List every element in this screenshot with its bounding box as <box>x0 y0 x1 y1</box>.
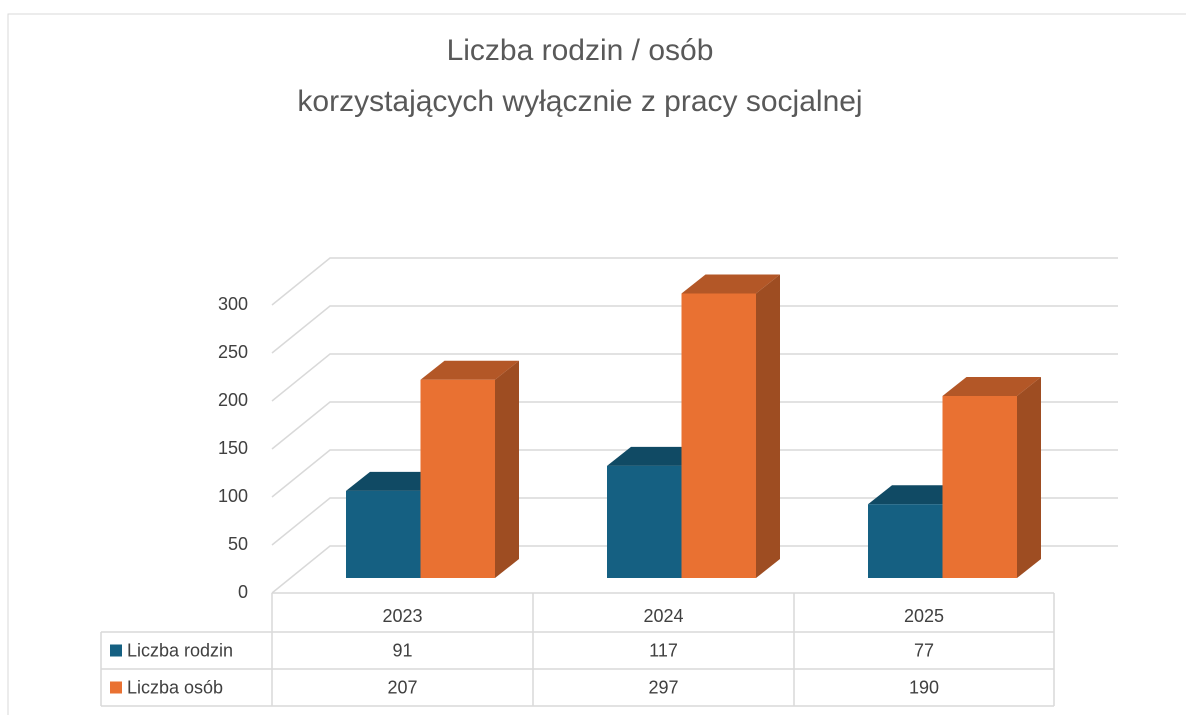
grid-line <box>271 353 1118 402</box>
bar <box>420 360 519 578</box>
bar-front <box>942 395 1017 578</box>
bar-side <box>495 360 519 578</box>
bar-front <box>420 379 495 578</box>
legend-swatch <box>110 681 122 694</box>
bar-top <box>346 471 445 491</box>
chart-title: Liczba rodzin / osób <box>447 34 714 67</box>
bar-front <box>607 465 682 578</box>
grid-line <box>271 449 1118 498</box>
x-tick-label: 2025 <box>904 606 944 626</box>
y-tick-label: 200 <box>218 390 248 410</box>
table-value: 190 <box>909 677 939 697</box>
grid-line <box>271 401 1118 450</box>
grid-line <box>271 497 1118 546</box>
bar <box>942 376 1041 578</box>
table-value: 117 <box>649 640 678 660</box>
table-value: 207 <box>387 677 417 697</box>
x-tick-label: 2023 <box>382 606 422 626</box>
grid-line <box>271 305 1118 354</box>
bar-top <box>681 274 780 294</box>
bar-top <box>868 485 967 505</box>
y-tick-label: 50 <box>228 534 248 554</box>
bar <box>681 274 780 578</box>
chart-border <box>7 13 1186 715</box>
y-tick-label: 100 <box>218 486 248 506</box>
table-value: 77 <box>914 640 934 660</box>
y-tick-label: 300 <box>218 294 248 314</box>
bar-front <box>346 490 421 578</box>
legend-label: Liczba osób <box>127 677 223 697</box>
legend-swatch <box>110 644 122 657</box>
y-tick-label: 150 <box>218 438 248 458</box>
bar-front <box>868 504 943 578</box>
y-tick-label: 250 <box>218 342 248 362</box>
legend-label: Liczba rodzin <box>127 640 233 660</box>
bar-side <box>1017 376 1041 578</box>
bar-top <box>607 446 706 466</box>
table-value: 91 <box>392 640 412 660</box>
bar-front <box>681 293 756 578</box>
grid-line <box>271 545 1118 594</box>
x-tick-label: 2024 <box>643 606 683 626</box>
y-tick-label: 0 <box>238 582 248 602</box>
bar-top <box>420 360 519 380</box>
chart-title: korzystających wyłącznie z pracy socjaln… <box>297 85 862 118</box>
bar-side <box>756 274 780 578</box>
table-value: 297 <box>648 677 678 697</box>
grid-line <box>271 257 1118 306</box>
bar-top <box>942 376 1041 396</box>
